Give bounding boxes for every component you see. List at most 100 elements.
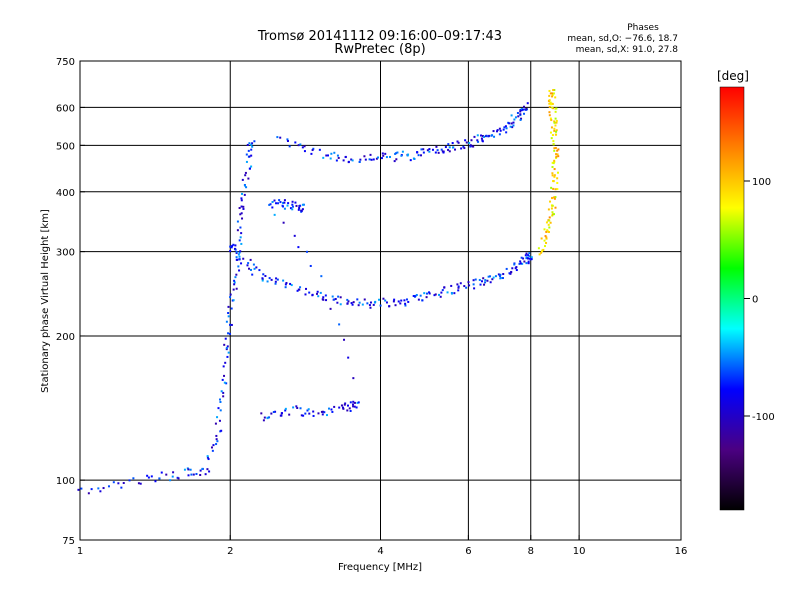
data-point [438, 293, 441, 296]
data-point [495, 130, 498, 133]
data-point [233, 279, 236, 282]
data-point [276, 278, 279, 281]
data-point [448, 150, 451, 153]
data-point [555, 129, 558, 132]
data-point [350, 302, 353, 305]
data-point [540, 250, 543, 253]
data-point [235, 273, 238, 276]
data-point [551, 214, 554, 217]
data-point [352, 405, 355, 408]
data-point [441, 289, 444, 292]
data-point [210, 446, 213, 449]
data-point [369, 306, 372, 309]
data-point [238, 207, 241, 210]
data-point [291, 203, 294, 206]
data-point [528, 255, 531, 258]
data-point [229, 250, 232, 253]
data-point [380, 157, 383, 160]
data-point [230, 323, 233, 326]
data-point [375, 157, 378, 160]
data-point [554, 196, 557, 199]
data-point [279, 136, 282, 139]
data-point [361, 303, 364, 306]
data-point [317, 295, 320, 298]
data-point [385, 301, 388, 304]
data-point [498, 133, 501, 136]
data-point [437, 151, 440, 154]
data-point [206, 468, 209, 471]
data-point [514, 267, 517, 270]
data-point [520, 256, 523, 259]
data-point [517, 115, 520, 118]
data-point [299, 286, 302, 289]
data-point [412, 157, 415, 160]
y-tick-label: 400 [56, 188, 75, 199]
data-point [453, 292, 456, 295]
data-point [234, 276, 237, 279]
data-point [482, 135, 485, 138]
data-point [452, 146, 455, 149]
data-point [548, 219, 551, 222]
data-point [207, 458, 210, 461]
data-point [420, 154, 423, 157]
data-point [244, 171, 247, 174]
chart-title-line2: RwPretec (8p) [334, 42, 425, 57]
data-point [343, 403, 346, 406]
data-point [548, 111, 551, 114]
data-point [128, 479, 131, 482]
data-point [551, 92, 554, 95]
data-point [322, 410, 325, 413]
data-point [248, 267, 251, 270]
data-point [139, 482, 142, 485]
data-point [551, 204, 554, 207]
data-point [232, 299, 235, 302]
data-point [334, 297, 337, 300]
data-point [242, 205, 245, 208]
data-point [239, 226, 242, 229]
data-point [489, 275, 492, 278]
data-point [218, 419, 221, 422]
data-point [555, 130, 558, 133]
data-point [503, 126, 506, 129]
data-point [556, 181, 559, 184]
data-point [266, 280, 269, 283]
data-point [286, 138, 289, 141]
data-point [238, 251, 241, 254]
data-point [457, 285, 460, 288]
data-point [470, 139, 473, 142]
data-point [226, 355, 229, 358]
data-point [384, 299, 387, 302]
data-point [296, 289, 299, 292]
data-point [513, 263, 516, 266]
data-point [226, 345, 229, 348]
data-point [215, 443, 218, 446]
data-point [459, 282, 462, 285]
data-point [295, 405, 298, 408]
data-point [211, 449, 214, 452]
data-point [215, 438, 218, 441]
data-point [248, 155, 251, 158]
data-point [310, 152, 313, 155]
data-point [379, 304, 382, 307]
data-point [333, 405, 336, 408]
data-point [324, 294, 327, 297]
data-point [340, 404, 343, 407]
data-point [553, 175, 556, 178]
data-point [554, 206, 557, 209]
data-point [352, 377, 355, 380]
data-point [261, 279, 264, 282]
plot-area: 1 2 4 6 8 10 16 75 100 200 300 400 500 600 750 [56, 57, 687, 557]
data-point [469, 145, 472, 148]
data-point [521, 108, 524, 111]
data-point [216, 440, 219, 443]
data-point [407, 300, 410, 303]
data-point [550, 137, 553, 140]
data-point [547, 231, 550, 234]
data-point [273, 213, 276, 216]
data-point [277, 202, 280, 205]
data-point [468, 284, 471, 287]
data-point [553, 168, 556, 171]
data-point [243, 193, 246, 196]
data-point [287, 202, 290, 205]
data-point [556, 149, 559, 152]
